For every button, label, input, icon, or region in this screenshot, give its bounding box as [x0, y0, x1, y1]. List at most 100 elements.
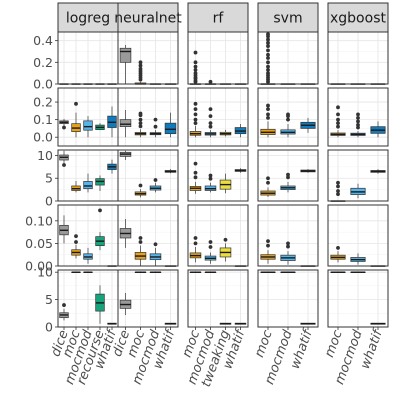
facet-strip-label: rf [213, 11, 225, 27]
box-outlier-point [138, 183, 143, 188]
panel-border [187, 269, 249, 328]
y-tick-label: 0.10 [25, 213, 53, 228]
box-outlier-point [356, 123, 360, 127]
box-outlier-point [208, 124, 213, 129]
box-outlier-point [266, 56, 270, 60]
y-tick-label: 10 [37, 148, 53, 163]
box-outlier-point [193, 121, 198, 126]
panel-border [327, 204, 389, 267]
y-tick-label: 0 [45, 320, 53, 335]
box-outlier-point [266, 243, 270, 248]
panel-border [257, 31, 319, 85]
box-outlier-point [266, 176, 270, 181]
box-outlier-point [286, 112, 290, 117]
box-outlier-point [153, 242, 158, 247]
box-outlier-point [193, 241, 198, 246]
panel-background [118, 150, 178, 201]
box-outlier-point [62, 303, 66, 307]
box-outlier-point [286, 241, 290, 246]
y-tick-label: 5 [45, 171, 53, 186]
y-tick-label: 0.2 [33, 95, 53, 110]
facet-strip-label: neuralnet [114, 11, 182, 27]
box-outlier-point [266, 239, 270, 244]
y-tick-label: 10 [37, 265, 53, 280]
box-outlier-point [138, 117, 143, 122]
box-outlier-point [336, 121, 340, 126]
panel-border [257, 204, 319, 267]
box-outlier-point [138, 124, 143, 129]
box-outlier-point [208, 79, 213, 84]
box-outlier-point [336, 180, 340, 185]
panel-background [118, 270, 178, 327]
panel-background [188, 270, 248, 327]
box-outlier-point [74, 240, 78, 244]
box-outlier-point [193, 170, 198, 175]
panel-border [257, 87, 319, 147]
box-outlier-point [208, 245, 213, 249]
box-outlier-point [266, 37, 270, 42]
box-outlier-point [153, 124, 158, 129]
box-outlier-point [336, 192, 340, 197]
y-tick-label: 5 [45, 292, 53, 307]
panel-border [327, 149, 389, 202]
box-dice [119, 119, 132, 128]
box-outlier-point [74, 101, 78, 106]
box-outlier-point [336, 184, 340, 189]
box-outlier-point [266, 40, 270, 45]
panel-background [188, 150, 248, 201]
box-mocmod [83, 181, 93, 190]
box-outlier-point [266, 64, 270, 69]
panel-border [187, 87, 249, 147]
box-outlier-point [153, 117, 158, 122]
box-outlier-point [286, 175, 290, 180]
y-tick-label: 0.4 [33, 33, 53, 48]
y-tick-label: 0.05 [25, 236, 53, 251]
facet-strip-label: logreg [66, 11, 110, 27]
box-outlier-point [193, 64, 198, 69]
panel-border [327, 31, 389, 85]
box-outlier-point [193, 161, 198, 166]
box-outlier-point [193, 112, 198, 117]
box-outlier-point [336, 124, 340, 129]
y-tick-label: 0.0 [33, 77, 53, 92]
box-outlier-point [62, 125, 66, 130]
box-outlier-point [138, 236, 143, 240]
panel-border [117, 269, 179, 328]
box-mocmod [83, 120, 93, 131]
box-outlier-point [356, 125, 360, 130]
box-outlier-point [138, 121, 143, 126]
box-outlier-point [138, 66, 143, 71]
facet-strip-logreg [57, 2, 119, 33]
box-outlier-point [266, 48, 270, 53]
box-outlier-point [266, 71, 270, 76]
box-outlier-point [266, 60, 270, 65]
box-outlier-point [193, 68, 198, 72]
panel-background [118, 88, 178, 146]
panel-border [117, 149, 179, 202]
box-outlier-point [208, 240, 213, 244]
panel-border [117, 31, 179, 85]
box-outlier-point [286, 172, 290, 177]
box-outlier-point [336, 189, 340, 193]
box-outlier-point [266, 180, 270, 185]
box-outlier-point [223, 237, 228, 242]
box-outlier-point [74, 234, 78, 239]
box-outlier-point [193, 60, 198, 65]
box-outlier-point [336, 246, 340, 250]
facet-strip-svm [257, 2, 319, 33]
box-outlier-point [193, 101, 198, 106]
facet-strip-label: svm [273, 11, 302, 27]
box-outlier-point [138, 60, 143, 65]
box-outlier-point [138, 111, 143, 116]
box-outlier-point [138, 240, 143, 244]
box-outlier-point [266, 44, 270, 48]
box-outlier-point [193, 236, 198, 240]
box-outlier-point [356, 119, 360, 124]
panel-border [117, 87, 179, 147]
y-tick-label: 0.0 [33, 130, 53, 145]
box-outlier-point [266, 68, 270, 72]
box-outlier-point [336, 112, 340, 117]
box-outlier-point [356, 112, 360, 117]
box-outlier-point [138, 63, 143, 68]
box-outlier-point [286, 117, 290, 122]
